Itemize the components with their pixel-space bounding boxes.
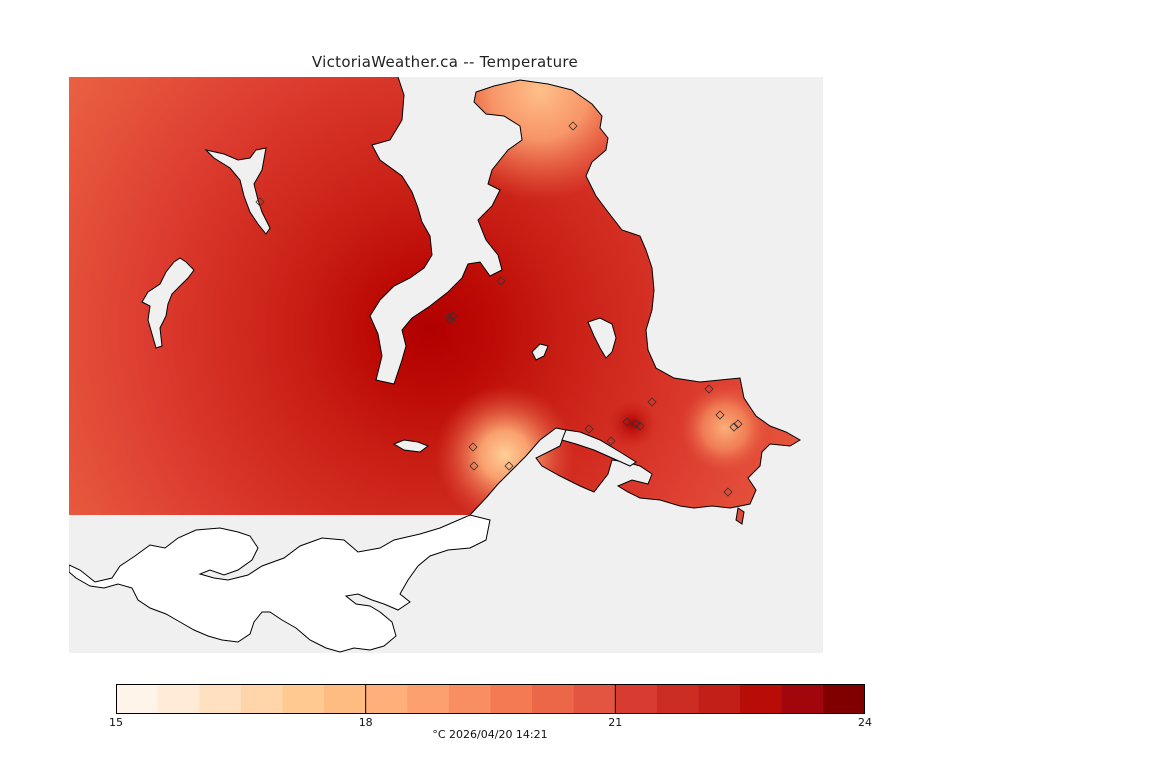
station-marker-diamond — [704, 384, 714, 394]
lake-sooke — [141, 257, 195, 349]
harbour-inlet — [561, 429, 637, 467]
colorbar-swatch — [740, 684, 783, 714]
station-marker-diamond — [448, 311, 458, 321]
temperature-map — [69, 77, 823, 653]
colorbar-swatch — [116, 684, 159, 714]
colorbar-tick-label: 24 — [858, 716, 872, 729]
colorbar-swatch — [240, 684, 283, 714]
station-marker-diamond — [715, 410, 725, 420]
station-marker-diamond — [606, 436, 616, 446]
south-shore-landmass — [69, 514, 491, 653]
station-marker-diamond — [469, 461, 479, 471]
station-marker-diamond — [723, 487, 733, 497]
units-and-timestamp: °C 2026/04/20 14:21 — [432, 728, 548, 741]
colorbar-swatch — [698, 684, 741, 714]
colorbar-swatch — [282, 684, 325, 714]
station-marker-diamond — [584, 424, 594, 434]
colorbar-swatch — [448, 684, 491, 714]
colorbar-tick-label: 18 — [358, 716, 373, 729]
colorbar-tick-label: 15 — [109, 716, 123, 729]
lake-shawnigan — [204, 147, 271, 235]
weather-stations — [255, 121, 743, 497]
station-marker-diamond — [504, 461, 514, 471]
lake-west — [392, 439, 430, 453]
station-marker-diamond — [622, 417, 632, 427]
colorbar-swatch — [781, 684, 824, 714]
colorbar-swatch — [532, 684, 575, 714]
colorbar-swatch — [365, 684, 408, 714]
station-marker-diamond — [635, 421, 645, 431]
station-marker-diamond — [733, 419, 743, 429]
coastline — [369, 77, 801, 516]
island-southeast — [735, 507, 745, 525]
lake-small — [531, 343, 549, 361]
station-marker-diamond — [468, 442, 478, 452]
colorbar-tick-label: 21 — [608, 716, 623, 729]
colorbar-border — [116, 684, 865, 714]
station-marker-diamond — [729, 422, 739, 432]
station-marker-diamond — [496, 276, 506, 286]
colorbar-swatch — [656, 684, 700, 714]
map-title: VictoriaWeather.ca -- Temperature — [311, 53, 579, 71]
lake-elk — [587, 317, 617, 359]
colorbar — [116, 684, 865, 714]
station-marker-diamond — [568, 121, 578, 131]
colorbar-swatch — [823, 684, 865, 714]
colorbar-swatch — [615, 684, 658, 714]
station-marker-diamond — [631, 419, 641, 429]
colorbar-swatch — [199, 684, 242, 714]
station-marker-diamond — [446, 315, 456, 325]
colorbar-swatch — [490, 684, 533, 714]
station-marker-diamond — [255, 197, 265, 207]
station-marker-diamond — [647, 397, 657, 407]
colorbar-swatch — [157, 684, 200, 714]
colorbar-swatch — [573, 684, 616, 714]
colorbar-swatch — [407, 684, 450, 714]
colorbar-swatch — [324, 684, 367, 714]
